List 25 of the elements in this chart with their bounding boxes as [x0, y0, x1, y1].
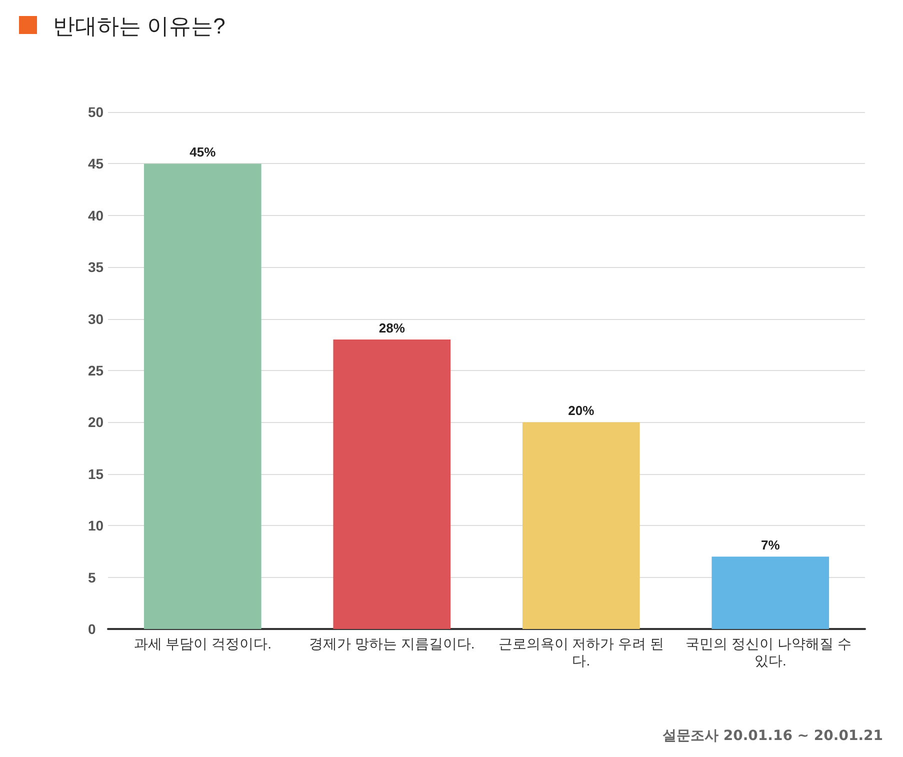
bar [712, 556, 830, 629]
y-tick-label: 35 [88, 259, 104, 276]
y-tick-label: 30 [88, 310, 104, 327]
bar [522, 422, 640, 629]
y-tick-label: 20 [88, 414, 104, 430]
data-label: 45% [190, 144, 216, 160]
y-tick-label: 45 [88, 156, 104, 172]
x-tick-label: 과세 부담이 걱정이다. [134, 636, 272, 652]
x-tick-label: 경제가 망하는 지름길이다. [309, 636, 475, 652]
x-tick-label: 국민의 정신이 나약해질 수 있다. [686, 636, 856, 668]
x-tick-label: 근로의욕이 저하가 우려 된다. [498, 636, 664, 668]
y-tick-label: 15 [88, 466, 104, 482]
data-label: 7% [760, 538, 780, 553]
y-tick-label: 10 [88, 518, 104, 534]
y-tick-label: 0 [88, 621, 96, 637]
y-tick-label: 50 [88, 104, 104, 120]
y-tick-label: 40 [88, 207, 104, 224]
text: 설문조사 20.01.16 ~ 20.01.21 [662, 728, 884, 744]
y-tick-label: 5 [88, 569, 96, 586]
y-tick-label: 25 [88, 362, 104, 378]
data-label: 28% [378, 320, 406, 336]
data-label: 20% [568, 403, 595, 418]
bar [144, 164, 262, 629]
chart-title: 반대하는 이유는? [53, 14, 226, 38]
bar [333, 339, 451, 629]
